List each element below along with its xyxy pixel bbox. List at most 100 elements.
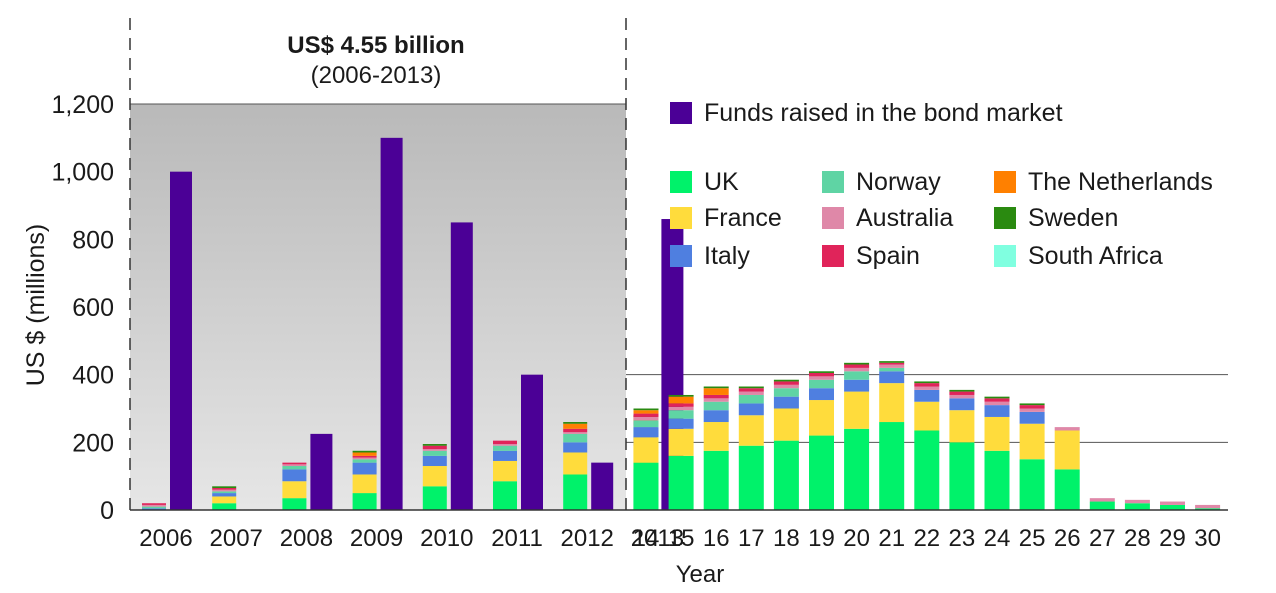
bar-italy-19 [809,388,834,401]
bar-australia-14 [633,416,659,421]
bar-australia-18 [773,384,799,389]
bar-norway-2008 [282,466,307,470]
bar-italy-2008 [282,469,307,482]
x-tick-label: 2009 [350,525,403,552]
bar-spain-17 [738,388,764,392]
bar-italy-2010 [422,455,447,467]
bar-norway-2010 [422,450,447,456]
bar-sweden-2009 [352,450,377,453]
bar-italy-2012 [563,442,588,453]
bar-uk-16 [703,450,729,510]
x-tick-label: 21 [878,525,905,552]
x-tick-label: 15 [668,525,695,552]
bar-australia-20 [844,367,870,372]
annotation-subtitle: (2006-2013) [311,62,442,89]
bar-uk-24 [984,450,1010,510]
bar-australia-25 [1019,408,1045,412]
bar-uk-2011 [493,481,517,510]
bar-italy-23 [949,398,975,411]
bar-france-25 [1019,423,1045,460]
bar-spain-20 [844,364,870,368]
y-tick-labels: 0 200 400 600 800 1,000 1,200 [51,91,114,525]
bar-uk-26 [1054,469,1080,510]
bar-italy-15 [668,418,694,429]
bar-sweden-19 [809,371,834,373]
bar-spain-2008 [282,462,307,465]
bar-france-17 [738,415,764,446]
bar-uk-21 [879,422,905,510]
annotation-title: US$ 4.55 billion [287,32,464,59]
bar-spain-19 [809,372,834,377]
bar-france-2010 [422,466,447,487]
bar-bond-2006 [170,171,192,510]
x-tick-label: 25 [1019,525,1046,552]
x-tick-label: 2012 [561,525,614,552]
bar-australia-30 [1195,504,1221,509]
x-tick-label: 23 [949,525,976,552]
legend-swatch [822,207,844,229]
legend-swatch [822,245,844,267]
bar-italy-2011 [493,450,517,461]
bar-spain-2012 [563,428,588,433]
bar-the-netherlands-15 [668,396,694,404]
y-tick-label: 1,200 [51,91,114,119]
bar-uk-19 [809,435,834,510]
bar-norway-14 [633,420,659,428]
bar-australia-2007 [212,489,237,492]
bar-norway-17 [738,394,764,404]
bar-spain-14 [633,413,659,417]
bar-sweden-18 [773,379,799,382]
bar-spain-2007 [212,488,237,490]
bar-uk-29 [1160,504,1185,510]
legend-label: Spain [856,242,920,270]
bar-australia-2008 [282,464,307,467]
bar-australia-15 [668,406,694,411]
bar-france-23 [949,410,975,443]
bar-spain-21 [879,362,905,365]
x-tick-label: 24 [984,525,1011,552]
bar-sweden-2007 [212,486,237,489]
x-tick-label: 2006 [139,525,192,552]
x-tick-label: 2013 [631,525,684,552]
bar-bond-2008 [310,433,333,510]
bar-france-2008 [282,481,307,499]
bar-australia-28 [1124,499,1150,504]
y-tick-label: 1,000 [51,159,114,187]
bar-australia-2006 [142,504,166,507]
bar-australia-19 [809,376,834,380]
bar-sweden-16 [703,386,729,389]
x-tick-label: 2011 [491,525,543,552]
x-tick-label: 20 [843,525,870,552]
x-tick-label: 19 [808,525,835,552]
shaded-region [130,104,626,510]
bar-uk-2010 [422,486,447,510]
bar-australia-24 [984,401,1010,406]
y-tick-label: 400 [72,362,114,390]
bar-italy-18 [773,396,799,409]
legend-swatch [670,245,692,267]
bar-italy-14 [633,427,659,438]
legend-swatch [994,171,1016,193]
bar-norway-20 [844,371,870,380]
bar-norway-21 [879,367,905,372]
bar-uk-2008 [282,498,307,510]
bar-norway-2006 [142,506,166,509]
bar-france-2009 [352,474,377,494]
y-tick-label: 200 [72,429,114,457]
x-tick-label: 14 [633,525,660,552]
x-tick-label: 30 [1194,525,1221,552]
bar-norway-18 [773,388,799,397]
bar-uk-23 [949,442,975,510]
bar-france-16 [703,422,729,451]
y-tick-label: 800 [72,226,114,254]
bar-sweden-24 [984,396,1010,399]
bar-france-18 [773,408,799,441]
x-tick-label: 26 [1054,525,1081,552]
bar-italy-2007 [212,493,237,497]
bar-australia-26 [1054,427,1080,431]
bar-norway-2009 [352,459,377,463]
bar-italy-25 [1019,411,1045,424]
bar-bond-2009 [380,137,403,511]
